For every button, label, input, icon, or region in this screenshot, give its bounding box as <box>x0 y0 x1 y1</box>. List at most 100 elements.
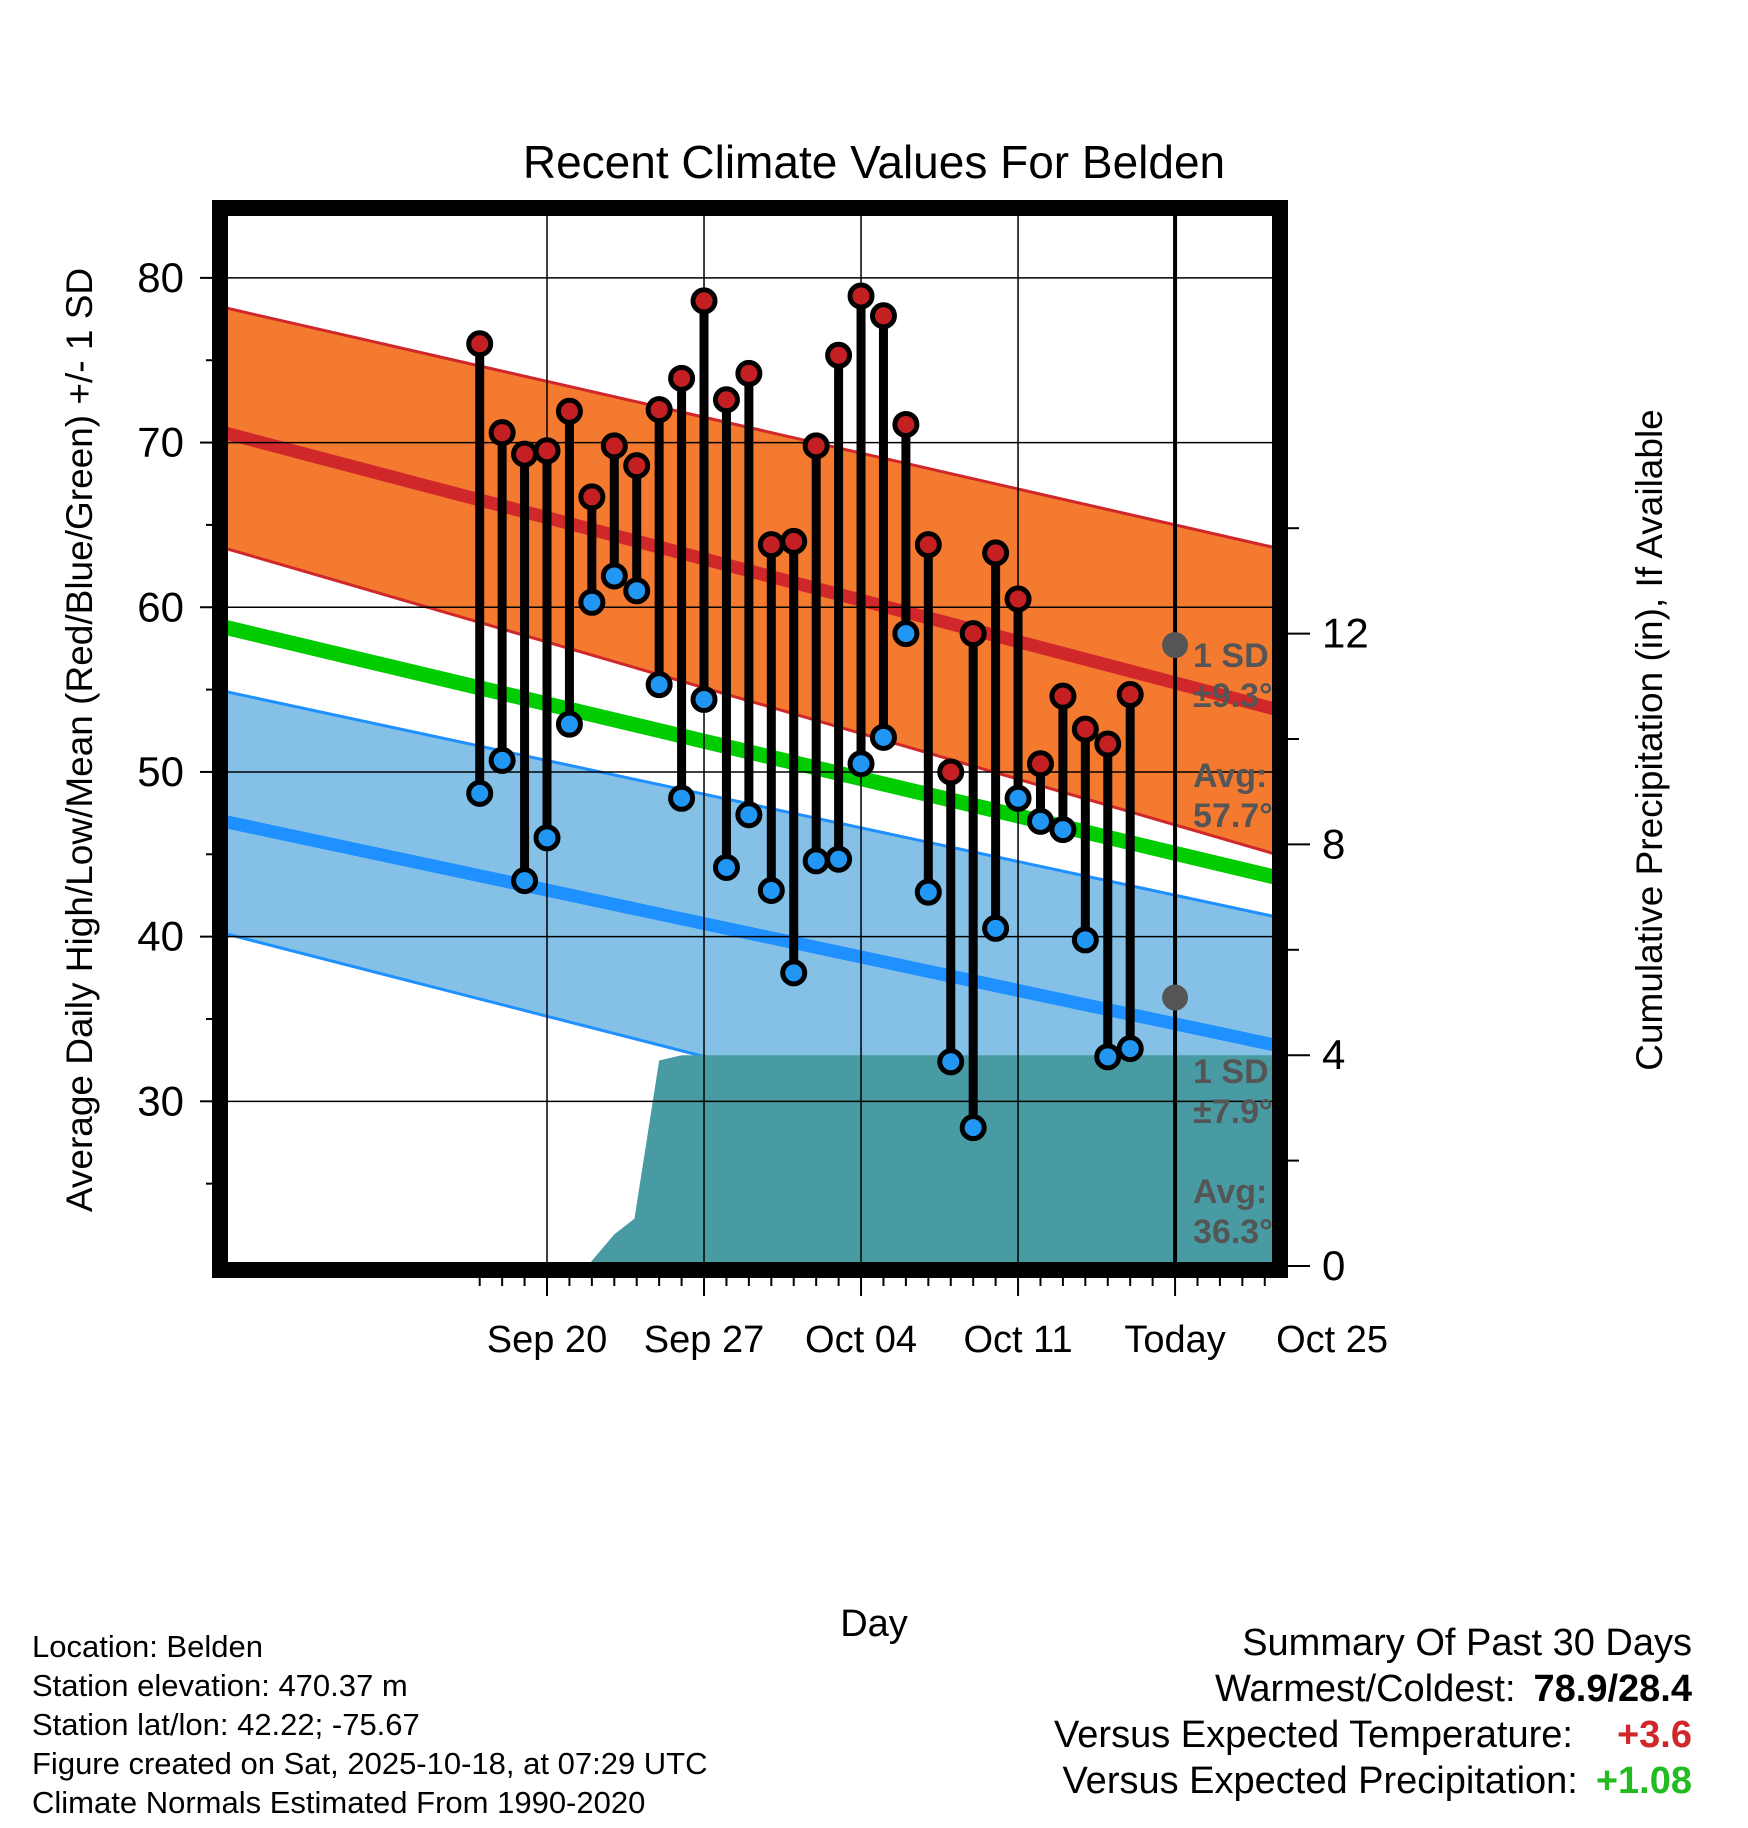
daily-low-point <box>959 1114 987 1142</box>
warmest-value: 78.9/28.4 <box>1533 1668 1692 1710</box>
latlon-text: Station lat/lon: 42.22; -75.67 <box>32 1707 420 1742</box>
daily-low-point <box>1116 1035 1144 1063</box>
daily-high-point <box>1049 682 1077 710</box>
daily-low-point <box>466 779 494 807</box>
daily-high-point <box>645 396 673 424</box>
precip-value: +1.08 <box>1595 1760 1692 1802</box>
low-avg-line <box>224 814 1276 1052</box>
y-tick-label: 70 <box>137 419 184 466</box>
daily-low-point <box>600 562 628 590</box>
y-axis-label: Average Daily High/Low/Mean (Red/Blue/Gr… <box>59 268 100 1212</box>
daily-low-point <box>488 746 516 774</box>
y-tick-label: 50 <box>137 748 184 795</box>
daily-low-point <box>712 853 740 881</box>
daily-high-point <box>555 397 583 425</box>
location-text: Location: Belden <box>32 1629 263 1664</box>
daily-low-point <box>1094 1043 1122 1071</box>
x-axis-label: Day <box>840 1603 908 1645</box>
daily-low-point <box>937 1048 965 1076</box>
summary-title: Summary Of Past 30 Days <box>1242 1622 1692 1664</box>
y2-tick-label: 12 <box>1322 610 1369 657</box>
precip-label: Versus Expected Precipitation: <box>1062 1760 1578 1802</box>
daily-low-point <box>1049 816 1077 844</box>
daily-low-point <box>735 801 763 829</box>
daily-low-point <box>780 959 808 987</box>
daily-low-point <box>555 710 583 738</box>
daily-high-point <box>982 539 1010 567</box>
daily-high-point <box>802 432 830 460</box>
daily-low-point <box>847 750 875 778</box>
x-tick-label: Oct 04 <box>805 1319 917 1361</box>
elevation-text: Station elevation: 470.37 m <box>32 1668 408 1703</box>
today-high-avg-marker <box>1162 632 1189 659</box>
daily-low-point <box>892 620 920 648</box>
daily-low-point <box>825 845 853 873</box>
x-tick-label: Sep 27 <box>644 1319 764 1361</box>
daily-low-point <box>533 824 561 852</box>
daily-high-point <box>533 437 561 465</box>
summary-precip-row: Versus Expected Precipitation: +1.08 <box>1054 1758 1692 1804</box>
daily-low-point <box>1026 807 1054 835</box>
low-sd-value: ±7.9°F <box>1193 1093 1293 1131</box>
daily-high-point <box>892 410 920 438</box>
daily-low-point <box>914 878 942 906</box>
daily-low-point <box>578 588 606 616</box>
daily-high-point <box>600 432 628 460</box>
daily-high-point <box>623 452 651 480</box>
daily-high-point <box>869 302 897 330</box>
y-tick-label: 40 <box>137 913 184 960</box>
created-text: Figure created on Sat, 2025-10-18, at 07… <box>32 1746 708 1781</box>
daily-high-point <box>847 282 875 310</box>
daily-high-point <box>668 364 696 392</box>
daily-high-point <box>1026 750 1054 778</box>
high-avg-value: 57.7°F <box>1193 797 1294 835</box>
high-sd-value: ±9.3°F <box>1193 677 1293 715</box>
plot-frame <box>212 200 1288 1278</box>
temp-value: +3.6 <box>1616 1714 1692 1756</box>
daily-high-point <box>712 386 740 414</box>
low-sd-label: 1 SD: <box>1193 1053 1280 1091</box>
y2-tick-label: 4 <box>1322 1031 1345 1078</box>
daily-low-point <box>511 867 539 895</box>
x-tick-label: Sep 20 <box>487 1319 607 1361</box>
daily-high-point <box>690 287 718 315</box>
daily-low-point <box>802 847 830 875</box>
daily-high-point <box>1071 715 1099 743</box>
daily-low-point <box>869 723 897 751</box>
x-tick-label: Oct 11 <box>963 1319 1072 1361</box>
daily-high-point <box>959 620 987 648</box>
chart-title: Recent Climate Values For Belden <box>523 136 1225 188</box>
daily-low-point <box>982 914 1010 942</box>
daily-high-point <box>578 483 606 511</box>
today-low-avg-marker <box>1162 984 1189 1011</box>
station-info: Location: Belden Station elevation: 470.… <box>32 1627 708 1822</box>
daily-low-point <box>668 784 696 812</box>
daily-high-point <box>914 531 942 559</box>
y-tick-label: 80 <box>137 254 184 301</box>
low-avg-value: 36.3°F <box>1193 1213 1294 1251</box>
summary-panel: Summary Of Past 30 Days Warmest/Coldest:… <box>1054 1620 1692 1804</box>
x-tick-label: Oct 25 <box>1276 1319 1388 1361</box>
high-avg-label: Avg: <box>1193 757 1267 795</box>
daily-high-point <box>757 531 785 559</box>
daily-low-point <box>1004 784 1032 812</box>
high-sd-label: 1 SD: <box>1193 637 1280 675</box>
warmest-label: Warmest/Coldest: <box>1214 1668 1516 1710</box>
daily-low-point <box>757 877 785 905</box>
y-tick-label: 60 <box>137 583 184 630</box>
days-count: 13 <box>1185 1383 1223 1421</box>
y2-tick-label: 0 <box>1322 1242 1345 1289</box>
daily-high-point <box>511 440 539 468</box>
daily-high-point <box>735 359 763 387</box>
summary-warmest-row: Warmest/Coldest: 78.9/28.4 <box>1054 1666 1692 1712</box>
daily-high-point <box>825 341 853 369</box>
daily-low-point <box>690 685 718 713</box>
daily-high-point <box>488 419 516 447</box>
daily-low-point <box>1071 926 1099 954</box>
daily-high-point <box>466 330 494 358</box>
normals-text: Climate Normals Estimated From 1990-2020 <box>32 1785 646 1820</box>
daily-low-point <box>623 577 651 605</box>
